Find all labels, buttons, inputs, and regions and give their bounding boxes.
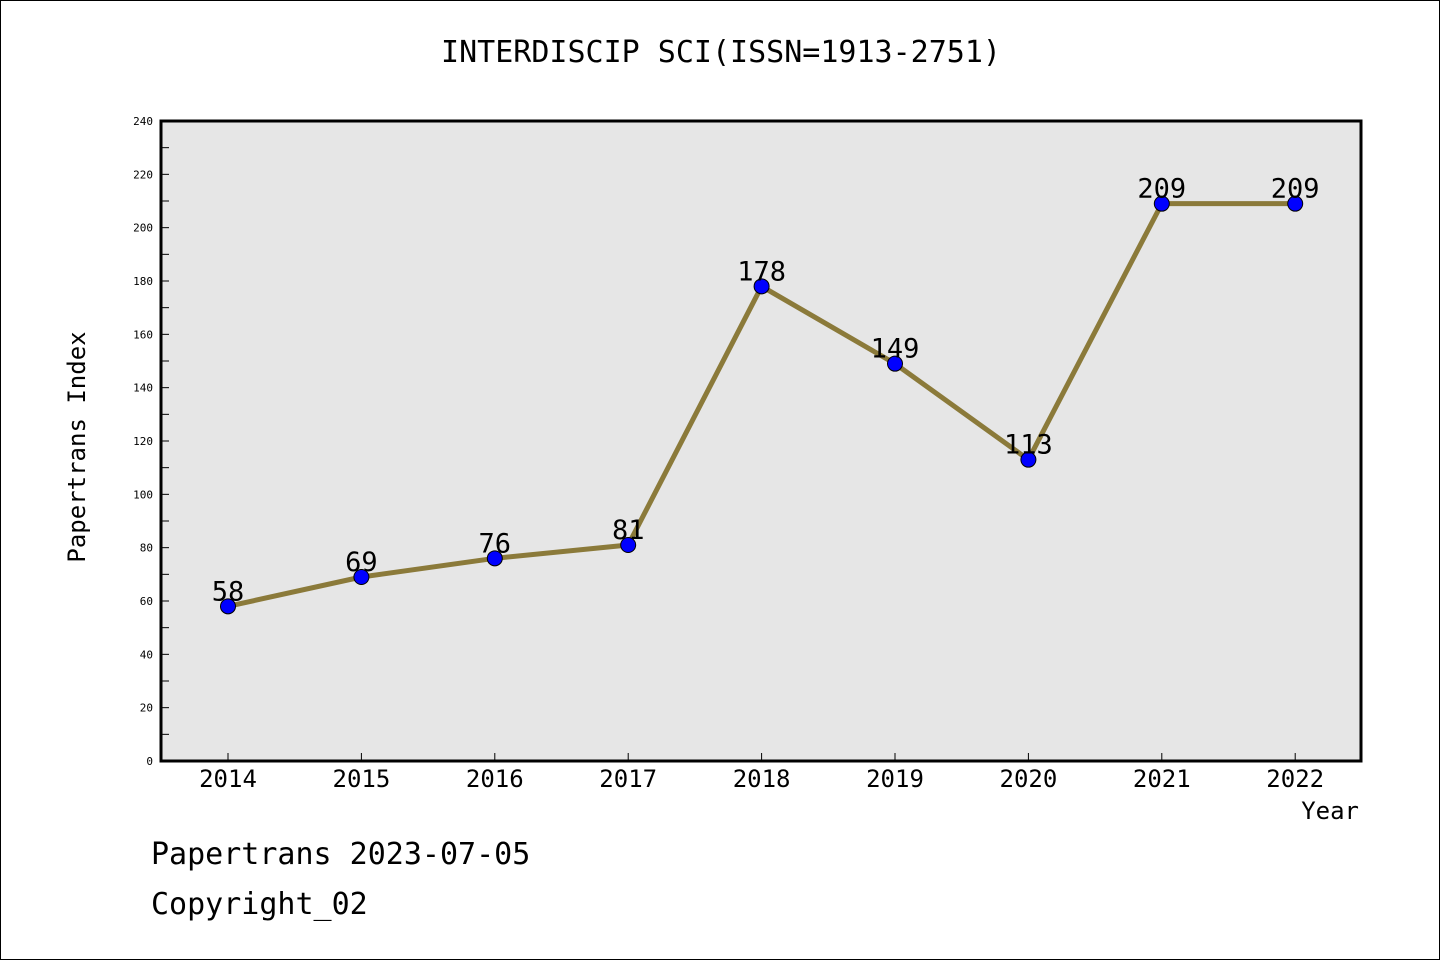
y-tick-label: 120 <box>133 435 153 448</box>
data-label: 69 <box>345 547 378 578</box>
plot-area <box>161 121 1361 761</box>
data-label: 76 <box>479 528 512 559</box>
data-label: 209 <box>1271 174 1320 205</box>
y-axis-label: Papertrans Index <box>63 331 91 563</box>
x-tick-label: 2015 <box>333 765 391 793</box>
footer-date: Papertrans 2023-07-05 <box>151 837 531 872</box>
x-tick-label: 2021 <box>1133 765 1191 793</box>
data-point <box>753 278 770 295</box>
x-axis-label: Year <box>1301 797 1359 825</box>
x-tick-label: 2022 <box>1266 765 1324 793</box>
y-tick-label: 220 <box>133 168 153 181</box>
data-label: 113 <box>1004 430 1053 461</box>
x-tick-label: 2017 <box>599 765 657 793</box>
y-tick-label: 200 <box>133 222 153 235</box>
data-point <box>620 537 637 553</box>
footer-copyright: Copyright_02 <box>151 887 368 922</box>
y-tick-label: 20 <box>140 702 153 715</box>
x-tick-label: 2018 <box>733 765 791 793</box>
x-tick-label: 2014 <box>199 765 257 793</box>
y-tick-label: 60 <box>140 595 153 608</box>
data-label: 178 <box>737 256 786 287</box>
y-tick-label: 0 <box>146 755 153 768</box>
x-tick-label: 2020 <box>1000 765 1058 793</box>
data-label: 58 <box>212 576 245 607</box>
data-label: 149 <box>871 334 920 365</box>
y-tick-label: 100 <box>133 488 153 501</box>
y-tick-label: 40 <box>140 648 153 661</box>
data-point <box>486 550 503 567</box>
chart-title: INTERDISCIP SCI(ISSN=1913-2751) <box>441 35 1001 70</box>
data-point <box>887 355 903 372</box>
y-tick-label: 80 <box>140 542 153 555</box>
data-point <box>353 569 370 585</box>
y-tick-label: 160 <box>133 328 153 341</box>
y-tick-label: 180 <box>133 275 153 288</box>
y-tick-label: 240 <box>133 115 153 128</box>
data-label: 209 <box>1137 174 1186 205</box>
data-point <box>1153 195 1170 212</box>
data-point <box>1020 451 1037 468</box>
x-tick-label: 2016 <box>466 765 524 793</box>
y-tick-label: 140 <box>133 382 153 395</box>
data-label: 81 <box>612 515 645 546</box>
data-point <box>220 598 236 615</box>
data-point <box>1287 195 1304 212</box>
x-tick-label: 2019 <box>866 765 924 793</box>
